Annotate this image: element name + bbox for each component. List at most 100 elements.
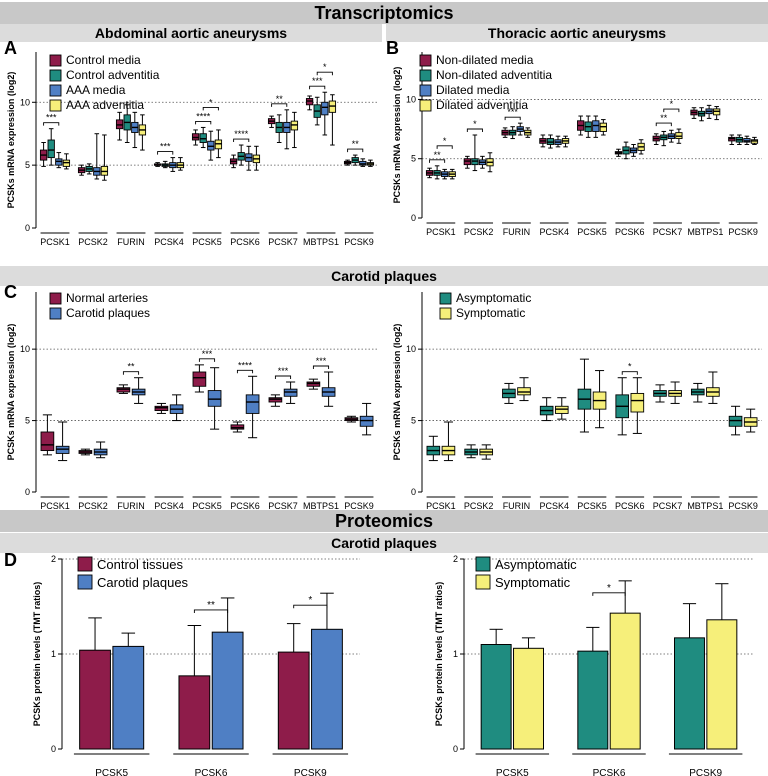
significance-label: **** [238,360,253,370]
y-tick-label: 1 [453,649,458,659]
bar [79,649,111,750]
category-label: PCSK5 [95,768,128,776]
category-label: PCSK6 [230,237,260,247]
panel-a-chart: 0 5 10 PCSKs mRNA expression (log2) PCSK1 PCS… [6,52,378,247]
category-label: PCSK7 [268,237,298,247]
transcriptomics-banner: Transcriptomics [0,2,768,24]
box [359,415,374,427]
significance-label: * [323,62,327,72]
legend-swatch [419,69,432,82]
category-label: MBTPS1 [303,501,339,511]
y-axis-label: PCSKs mRNA expression (log2) [392,324,402,461]
category-label: PCSK7 [653,501,683,511]
significance-label: *** [202,349,213,359]
box [321,101,329,116]
category-label: PCSK1 [40,501,70,511]
significance-bracket [347,148,364,153]
bar [513,647,544,750]
box [116,387,131,393]
panel-b-title: Thoracic aortic aneurysms [386,24,768,42]
y-tick-label: 0 [411,213,416,223]
category-label: PCSK1 [426,501,456,511]
y-tick-label: 5 [411,416,416,426]
legend-label: Normal arteries [66,291,148,305]
significance-label: *** [278,366,289,376]
y-tick-label: 10 [20,344,30,354]
category-label: PCSK7 [268,501,298,511]
panel-c-left-chart: 0 5 10 PCSKs mRNA expression (log2) PCSK1 PCS… [6,291,378,511]
category-label: PCSK5 [577,501,607,511]
box [192,371,207,387]
box [47,139,55,159]
category-label: PCSK7 [653,227,683,237]
bar [211,631,244,750]
significance-label: ** [434,150,442,160]
category-label: PCSK6 [195,768,228,776]
significance-label: ** [352,139,360,149]
legend-label: Control adventitia [66,68,160,82]
legend-label: Asymptomatic [495,557,577,572]
bar [706,619,738,750]
category-label: PCSK9 [728,227,758,237]
y-tick-label: 5 [411,154,416,164]
legend-label: Dilated media [436,83,510,97]
legend-swatch [475,556,491,572]
category-label: PCSK6 [615,501,645,511]
significance-bracket [309,85,326,90]
carotid-proteomics-title: Carotid plaques [0,533,768,553]
significance-bracket [274,375,292,379]
panel-b-label: B [386,38,399,58]
panel-d-label: D [4,550,17,570]
category-label: PCSK2 [78,237,108,247]
bar [277,651,310,750]
category-label: PCSK2 [464,501,494,511]
legend-swatch [475,574,491,590]
category-label: PCSK4 [539,227,569,237]
y-tick-label: 5 [25,416,30,426]
category-label: PCSK6 [593,768,626,776]
panel-a-title: Abdominal aortic aneurysms [0,24,382,42]
y-axis-label: PCSKs protein levels (TMT ratios) [434,582,444,727]
legend-label: Carotid plaques [66,306,150,320]
significance-bracket [122,371,140,375]
category-label: PCSK9 [294,768,327,776]
significance-bracket [271,103,288,107]
box [40,431,55,452]
panel-c-right-chart: 0 5 10 PCSKs mRNA expression (log2) PCSK1 PCS… [392,291,762,511]
category-label: PCSK6 [230,501,260,511]
category-label: MBTPS1 [687,227,723,237]
bar [609,612,641,750]
carotid-transcript-title: Carotid plaques [0,266,768,286]
legend-label: Carotid plaques [97,575,189,590]
significance-bracket [621,371,638,375]
category-label: PCSK6 [615,227,645,237]
legend-swatch [49,99,62,112]
y-tick-label: 10 [20,97,30,107]
significance-label: * [209,97,213,107]
significance-bracket [233,138,250,143]
significance-label: *** [316,356,327,366]
significance-label: * [443,136,447,146]
category-label: PCSK2 [464,227,494,237]
legend-label: Control tissues [97,557,183,572]
category-label: PCSK9 [728,501,758,511]
y-tick-label: 10 [406,94,416,104]
significance-bracket [293,604,328,609]
significance-label: ** [660,113,668,123]
significance-bracket [436,145,453,149]
legend-swatch [439,292,452,305]
panel-a-label: A [4,38,17,58]
significance-label: *** [312,76,323,86]
y-tick-label: 10 [406,344,416,354]
category-label: PCSK5 [192,237,222,247]
category-label: FURIN [117,237,145,247]
significance-label: ** [276,94,284,104]
y-axis-label: PCSKs mRNA expression (log2) [392,67,402,204]
y-tick-label: 2 [453,554,458,564]
category-label: PCSK1 [40,237,70,247]
category-label: MBTPS1 [687,501,723,511]
legend-swatch [49,307,62,320]
significance-label: * [628,362,632,372]
bar [577,650,609,750]
legend-swatch [419,99,432,112]
